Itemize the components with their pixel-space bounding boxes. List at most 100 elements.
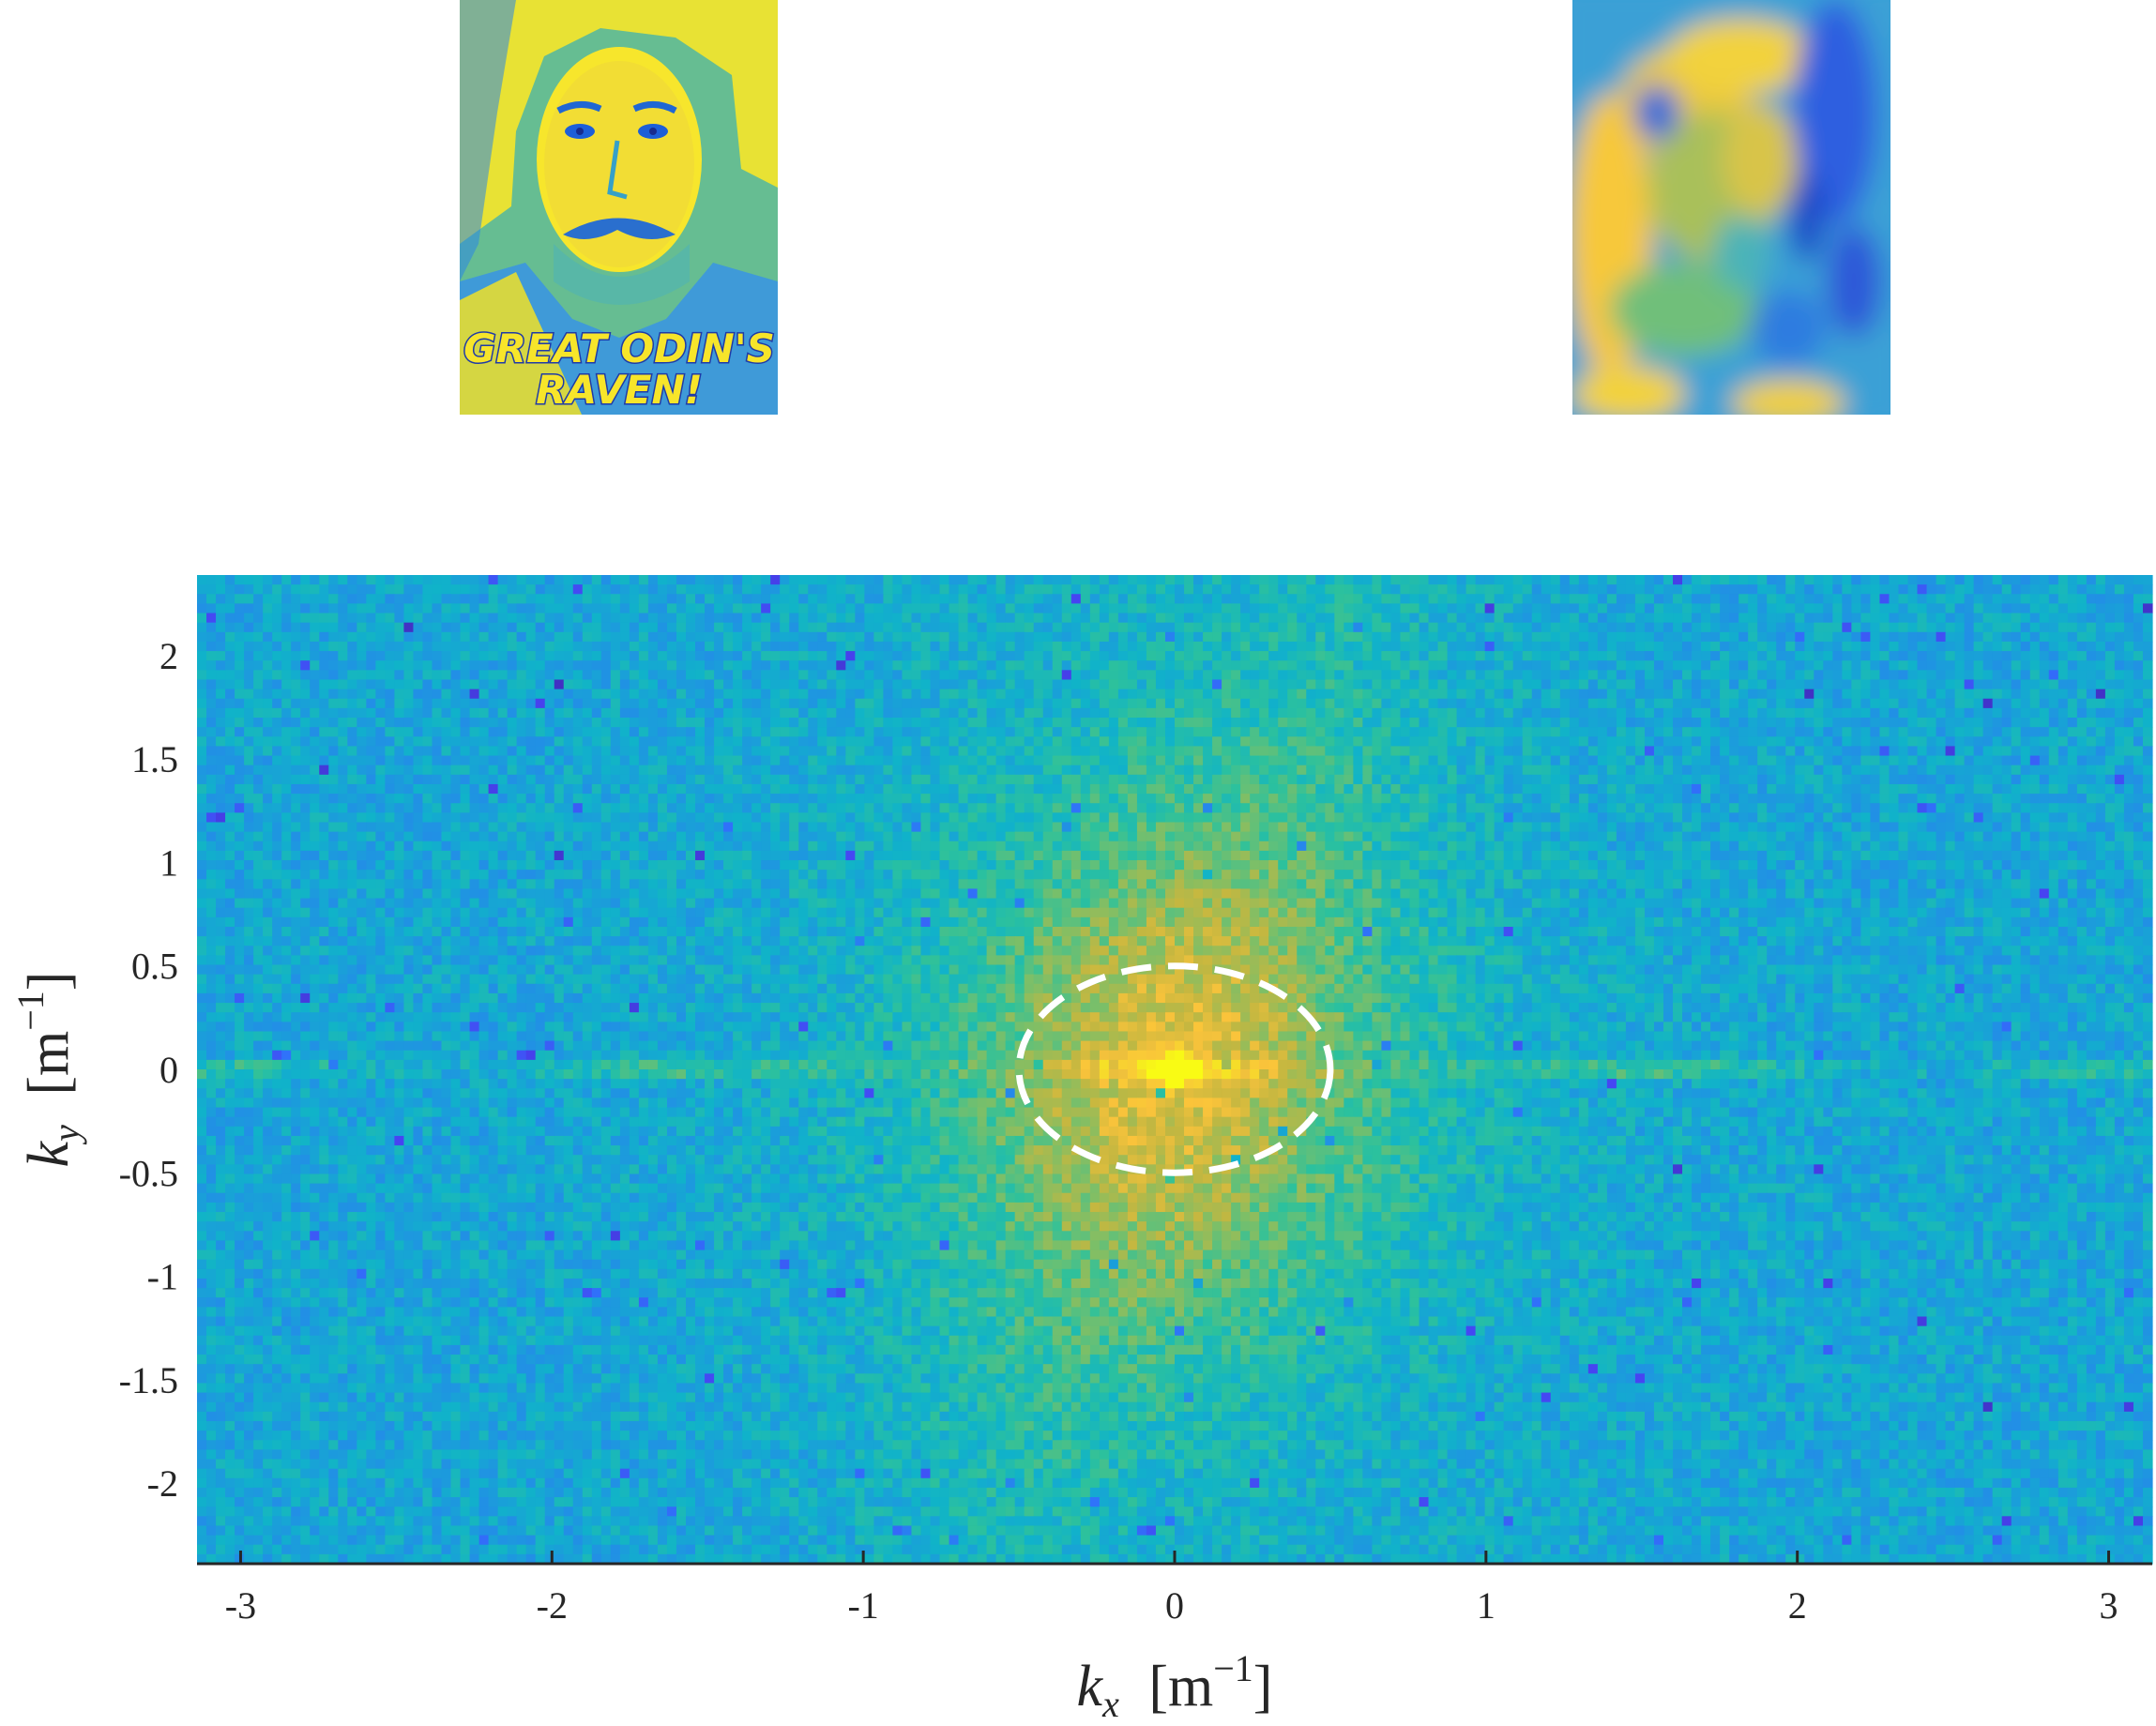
heatmap-cell xyxy=(235,736,245,748)
heatmap-cell xyxy=(1325,746,1335,757)
heatmap-cell xyxy=(347,755,357,766)
heatmap-cell xyxy=(1240,689,1251,700)
heatmap-cell xyxy=(845,707,856,719)
heatmap-cell xyxy=(1259,622,1269,633)
heatmap-cell xyxy=(827,707,837,719)
heatmap-cell xyxy=(1127,641,1138,652)
heatmap-cell xyxy=(1456,651,1467,661)
heatmap-cell xyxy=(366,727,376,737)
heatmap-cell xyxy=(1175,718,1185,728)
heatmap-cell xyxy=(1823,651,1833,661)
heatmap-cell xyxy=(1250,651,1260,661)
heatmap-cell xyxy=(2011,651,2022,661)
heatmap-cell xyxy=(1954,594,1966,604)
heatmap-cell xyxy=(1851,689,1861,700)
heatmap-cell xyxy=(1907,594,1919,604)
heatmap-cell xyxy=(375,689,386,700)
heatmap-cell xyxy=(676,755,687,766)
heatmap-cell xyxy=(817,622,827,633)
heatmap-cell xyxy=(1870,631,1881,643)
heatmap-cell xyxy=(920,651,932,661)
heatmap-cell xyxy=(1447,689,1458,700)
heatmap-cell xyxy=(1052,774,1063,785)
heatmap-cell xyxy=(1973,794,1984,804)
heatmap-cell xyxy=(1268,736,1279,748)
heatmap-cell xyxy=(1259,765,1269,776)
heatmap-cell xyxy=(1992,746,2003,757)
heatmap-cell xyxy=(1014,622,1025,633)
heatmap-cell xyxy=(244,746,254,757)
heatmap-cell xyxy=(1400,594,1411,604)
heatmap-cell xyxy=(1992,689,2003,700)
heatmap-cell xyxy=(1710,603,1721,614)
heatmap-cell xyxy=(2029,641,2041,652)
heatmap-cell xyxy=(1089,707,1101,719)
heatmap-cell xyxy=(1334,631,1344,643)
heatmap-cell xyxy=(535,746,546,757)
heatmap-cell xyxy=(619,746,630,757)
heatmap-cell xyxy=(1795,783,1805,795)
heatmap-cell xyxy=(1315,794,1326,804)
heatmap-cell xyxy=(808,584,818,595)
heatmap-cell xyxy=(995,736,1007,748)
heatmap-cell xyxy=(1203,698,1213,709)
heatmap-cell xyxy=(827,584,837,595)
heatmap-cell xyxy=(930,660,941,671)
heatmap-cell xyxy=(1268,670,1279,681)
heatmap-cell xyxy=(591,660,602,671)
heatmap-cell xyxy=(563,746,574,757)
heatmap-cell xyxy=(1400,707,1411,719)
heatmap-cell xyxy=(2123,613,2134,624)
heatmap-cell xyxy=(300,631,311,643)
heatmap-cell xyxy=(591,613,602,624)
heatmap-cell xyxy=(2067,689,2078,700)
heatmap-cell xyxy=(1559,707,1571,719)
heatmap-cell xyxy=(1973,679,1984,690)
heatmap-cell xyxy=(1334,613,1344,624)
heatmap-cell xyxy=(1465,755,1477,766)
heatmap-cell xyxy=(469,755,480,766)
heatmap-cell xyxy=(1400,727,1411,737)
heatmap-cell xyxy=(272,651,282,661)
heatmap-cell xyxy=(216,660,226,671)
heatmap-cell xyxy=(1175,660,1185,671)
heatmap-cell xyxy=(244,594,254,604)
heatmap-cell xyxy=(1860,594,1872,604)
heatmap-cell xyxy=(1024,631,1035,643)
heatmap-cell xyxy=(1541,727,1552,737)
heatmap-cell xyxy=(1673,727,1683,737)
heatmap-cell xyxy=(2057,755,2069,766)
heatmap-cell xyxy=(1860,584,1872,595)
heatmap-cell xyxy=(920,603,932,614)
heatmap-cell xyxy=(1673,746,1683,757)
heatmap-cell xyxy=(478,707,490,719)
heatmap-cell xyxy=(1409,689,1420,700)
heatmap-cell xyxy=(1409,746,1420,757)
heatmap-cell xyxy=(967,660,979,671)
heatmap-cell xyxy=(422,765,433,776)
heatmap-cell xyxy=(2029,718,2041,728)
heatmap-cell xyxy=(1146,660,1157,671)
heatmap-cell xyxy=(1222,794,1232,804)
heatmap-cell xyxy=(300,594,311,604)
heatmap-cell xyxy=(1964,679,1975,690)
heatmap-cell xyxy=(1701,613,1711,624)
heatmap-cell xyxy=(2086,613,2097,624)
heatmap-cell xyxy=(958,651,969,661)
heatmap-cell xyxy=(488,755,499,766)
heatmap-cell xyxy=(629,794,640,804)
heatmap-cell xyxy=(1146,613,1157,624)
heatmap-cell xyxy=(2020,603,2031,614)
heatmap-cell xyxy=(1070,794,1082,804)
heatmap-cell xyxy=(1456,707,1467,719)
heatmap-cell xyxy=(554,660,565,671)
heatmap-cell xyxy=(1052,755,1063,766)
heatmap-cell xyxy=(1447,718,1458,728)
heatmap-cell xyxy=(1748,631,1758,643)
heatmap-cell xyxy=(507,755,518,766)
heatmap-cell xyxy=(827,670,837,681)
heatmap-cell xyxy=(554,783,565,795)
heatmap-cell xyxy=(817,736,827,748)
heatmap-cell xyxy=(1175,727,1185,737)
heatmap-cell xyxy=(2104,660,2116,671)
